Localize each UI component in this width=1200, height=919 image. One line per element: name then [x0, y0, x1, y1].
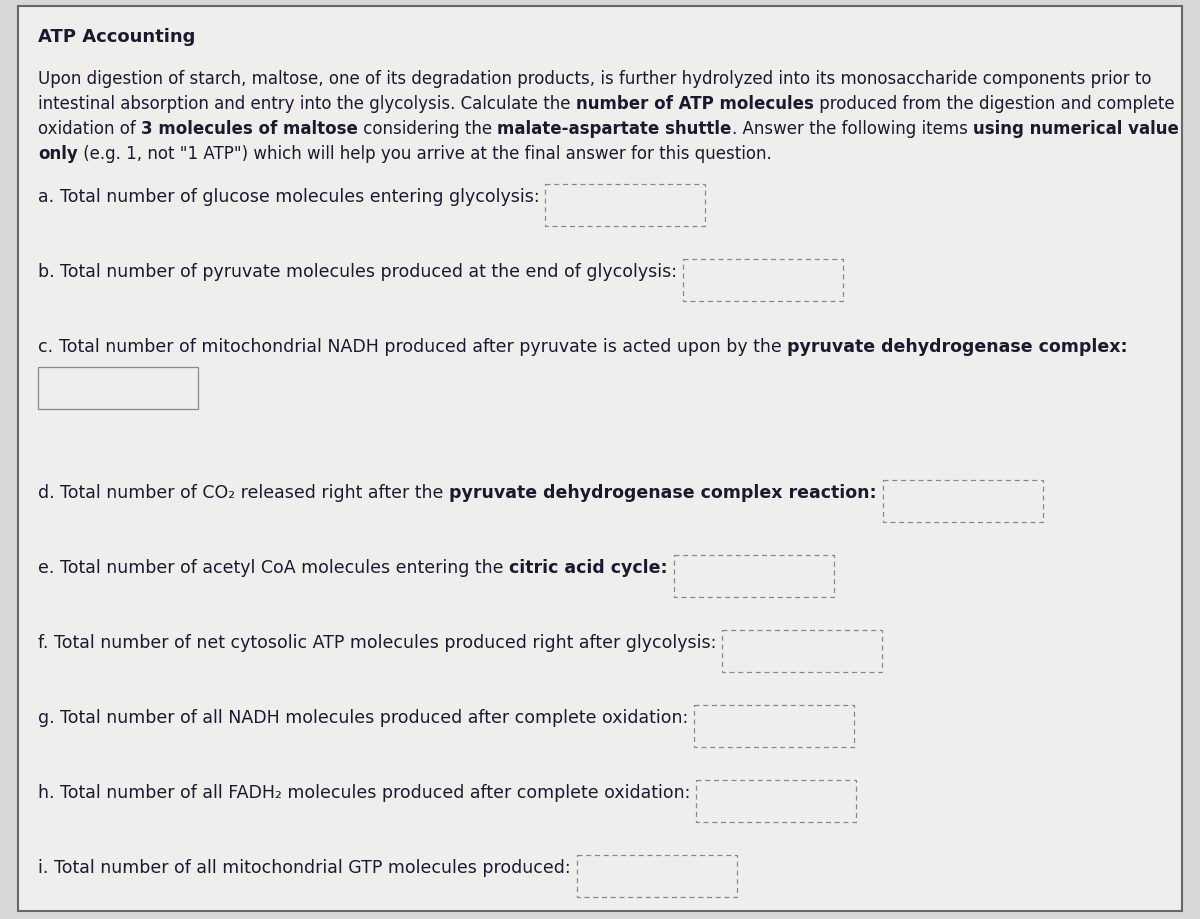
Text: h.: h.	[38, 784, 60, 802]
Text: only: only	[38, 145, 78, 163]
Text: Total number of all FADH₂ molecules produced after complete oxidation:: Total number of all FADH₂ molecules prod…	[60, 784, 690, 802]
Text: pyruvate dehydrogenase complex:: pyruvate dehydrogenase complex:	[787, 338, 1128, 356]
Text: Total number of all mitochondrial GTP molecules produced:: Total number of all mitochondrial GTP mo…	[54, 859, 570, 877]
Text: c.: c.	[38, 338, 59, 356]
Text: produced from the digestion and complete: produced from the digestion and complete	[814, 95, 1175, 113]
Text: b.: b.	[38, 263, 60, 281]
Bar	[695, 705, 854, 747]
Text: e.: e.	[38, 559, 60, 577]
Bar	[683, 259, 844, 301]
Text: g.: g.	[38, 709, 60, 727]
Text: oxidation of: oxidation of	[38, 120, 142, 138]
Bar	[576, 855, 737, 897]
Text: Total number of all NADH molecules produced after complete oxidation:: Total number of all NADH molecules produ…	[60, 709, 689, 727]
Text: Total number of acetyl CoA molecules entering the: Total number of acetyl CoA molecules ent…	[60, 559, 509, 577]
Text: a.: a.	[38, 188, 60, 206]
Text: Upon digestion of starch, maltose, one of its degradation products, is further h: Upon digestion of starch, maltose, one o…	[38, 70, 1152, 88]
Bar	[38, 367, 198, 409]
Text: ATP Accounting: ATP Accounting	[38, 28, 196, 46]
Text: considering the: considering the	[358, 120, 497, 138]
Text: Total number of glucose molecules entering glycolysis:: Total number of glucose molecules enteri…	[60, 188, 539, 206]
Text: Total number of net cytosolic ATP molecules produced right after glycolysis:: Total number of net cytosolic ATP molecu…	[54, 634, 716, 652]
Text: malate-aspartate shuttle: malate-aspartate shuttle	[497, 120, 732, 138]
Text: using numerical value: using numerical value	[973, 120, 1178, 138]
Text: number of ATP molecules: number of ATP molecules	[576, 95, 814, 113]
Text: (e.g. 1, not "1 ATP") which will help you arrive at the final answer for this qu: (e.g. 1, not "1 ATP") which will help yo…	[78, 145, 772, 163]
Bar	[673, 555, 834, 597]
Bar	[722, 630, 882, 672]
Text: 3 molecules of maltose: 3 molecules of maltose	[142, 120, 358, 138]
Bar	[545, 184, 706, 226]
Text: intestinal absorption and entry into the glycolysis. Calculate the: intestinal absorption and entry into the…	[38, 95, 576, 113]
Text: Total number of pyruvate molecules produced at the end of glycolysis:: Total number of pyruvate molecules produ…	[60, 263, 677, 281]
Bar	[883, 480, 1043, 522]
Text: i.: i.	[38, 859, 54, 877]
Text: citric acid cycle:: citric acid cycle:	[509, 559, 667, 577]
Text: Total number of mitochondrial NADH produced after pyruvate is acted upon by the: Total number of mitochondrial NADH produ…	[59, 338, 787, 356]
Text: pyruvate dehydrogenase complex reaction:: pyruvate dehydrogenase complex reaction:	[449, 484, 877, 502]
Text: d.: d.	[38, 484, 60, 502]
Text: . Answer the following items: . Answer the following items	[732, 120, 973, 138]
Text: Total number of CO₂ released right after the: Total number of CO₂ released right after…	[60, 484, 449, 502]
Bar	[696, 780, 857, 822]
Text: f.: f.	[38, 634, 54, 652]
